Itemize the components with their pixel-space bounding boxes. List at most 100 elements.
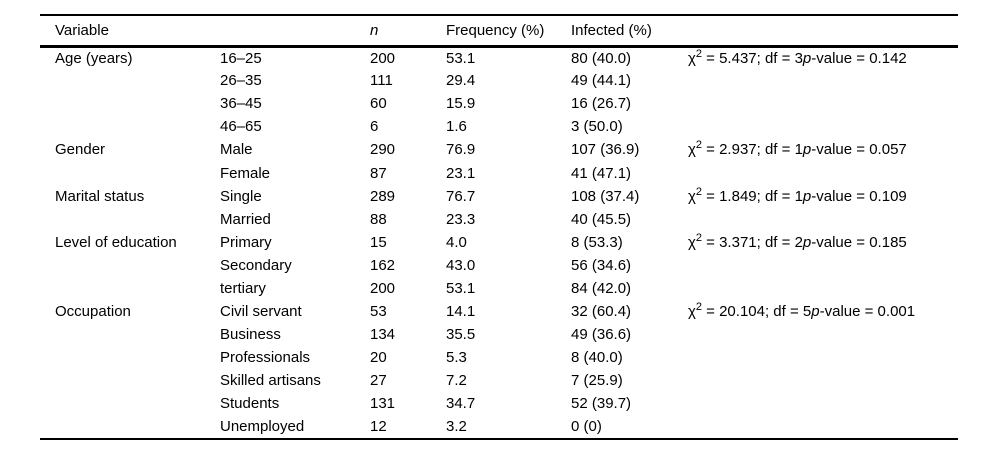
variable-cell: Occupation bbox=[55, 303, 131, 321]
header-row: Variable n Frequency (%) Infected (%) bbox=[40, 15, 958, 48]
infected-cell: 16 (26.7) bbox=[571, 95, 632, 113]
n-cell: 20 bbox=[370, 349, 387, 367]
table-row: Unemployed 12 3.2 0 (0) bbox=[40, 416, 958, 439]
statistic-cell: χ2 = 5.437; df = 3p-value = 0.142 bbox=[688, 47, 907, 67]
infected-cell: 80 (40.0) bbox=[571, 49, 632, 67]
header-category bbox=[220, 15, 370, 48]
n-cell: 27 bbox=[370, 372, 387, 390]
variable-cell bbox=[40, 161, 220, 184]
n-cell: 60 bbox=[370, 95, 387, 113]
category-cell: 46–65 bbox=[220, 118, 262, 136]
infected-cell: 108 (37.4) bbox=[571, 187, 640, 205]
variable-cell bbox=[40, 277, 220, 300]
category-cell: Married bbox=[220, 210, 271, 228]
statistic-cell bbox=[688, 392, 958, 415]
table-row: tertiary 200 53.1 84 (42.0) bbox=[40, 277, 958, 300]
table-row: Secondary 162 43.0 56 (34.6) bbox=[40, 254, 958, 277]
frequency-cell: 35.5 bbox=[446, 326, 476, 344]
table-row: 26–35 111 29.4 49 (44.1) bbox=[40, 69, 958, 92]
table-row: 46–65 6 1.6 3 (50.0) bbox=[40, 115, 958, 138]
statistic-cell: χ2 = 3.371; df = 2p-value = 0.185 bbox=[688, 231, 907, 251]
frequency-cell: 5.3 bbox=[446, 349, 467, 367]
frequency-cell: 23.3 bbox=[446, 210, 476, 228]
n-cell: 290 bbox=[370, 141, 396, 159]
table-row: Business 134 35.5 49 (36.6) bbox=[40, 323, 958, 346]
infected-cell: 49 (36.6) bbox=[571, 326, 632, 344]
statistic-cell bbox=[688, 416, 958, 439]
table-row: 36–45 60 15.9 16 (26.7) bbox=[40, 92, 958, 115]
statistic-cell bbox=[688, 346, 958, 369]
table-row: Marital status Single 289 76.7 108 (37.4) χ2 … bbox=[40, 185, 958, 208]
infected-cell: 0 (0) bbox=[571, 418, 602, 436]
frequency-cell: 4.0 bbox=[446, 233, 467, 251]
n-cell: 12 bbox=[370, 418, 387, 436]
variable-cell bbox=[40, 92, 220, 115]
infected-cell: 8 (53.3) bbox=[571, 233, 623, 251]
statistic-cell bbox=[688, 323, 958, 346]
category-cell: Professionals bbox=[220, 349, 311, 367]
category-cell: Male bbox=[220, 141, 253, 159]
statistic-cell bbox=[688, 277, 958, 300]
statistic-cell: χ2 = 20.104; df = 5p-value = 0.001 bbox=[688, 301, 916, 321]
variable-cell bbox=[40, 115, 220, 138]
statistic-cell bbox=[688, 69, 958, 92]
header-statistic bbox=[688, 15, 958, 48]
infected-cell: 32 (60.4) bbox=[571, 303, 632, 321]
n-cell: 87 bbox=[370, 164, 387, 182]
variable-cell bbox=[40, 69, 220, 92]
n-cell: 15 bbox=[370, 233, 387, 251]
table-row: Students 131 34.7 52 (39.7) bbox=[40, 392, 958, 415]
variable-cell bbox=[40, 416, 220, 439]
header-infected: Infected (%) bbox=[571, 15, 688, 48]
infected-cell: 84 (42.0) bbox=[571, 279, 632, 297]
n-cell: 134 bbox=[370, 326, 396, 344]
category-cell: tertiary bbox=[220, 279, 266, 297]
page: Variable n Frequency (%) Infected (%) Ag… bbox=[0, 14, 1000, 440]
table-row: Age (years) 16–25 200 53.1 80 (40.0) χ2 = 5.4… bbox=[40, 46, 958, 69]
frequency-cell: 3.2 bbox=[446, 418, 467, 436]
variable-cell: Marital status bbox=[55, 187, 145, 205]
variable-cell bbox=[40, 323, 220, 346]
table-row: Occupation Civil servant 53 14.1 32 (60.4) χ2… bbox=[40, 300, 958, 323]
frequency-cell: 34.7 bbox=[446, 395, 476, 413]
frequency-table: Variable n Frequency (%) Infected (%) Ag… bbox=[40, 14, 958, 440]
frequency-cell: 43.0 bbox=[446, 256, 476, 274]
variable-cell bbox=[40, 254, 220, 277]
infected-cell: 56 (34.6) bbox=[571, 256, 632, 274]
frequency-cell: 23.1 bbox=[446, 164, 476, 182]
header-variable: Variable bbox=[40, 15, 220, 48]
frequency-cell: 14.1 bbox=[446, 303, 476, 321]
table-body: Age (years) 16–25 200 53.1 80 (40.0) χ2 = 5.4… bbox=[40, 46, 958, 439]
statistic-cell bbox=[688, 161, 958, 184]
n-cell: 131 bbox=[370, 395, 396, 413]
frequency-cell: 29.4 bbox=[446, 72, 476, 90]
frequency-cell: 1.6 bbox=[446, 118, 467, 136]
category-cell: 16–25 bbox=[220, 49, 262, 67]
frequency-cell: 76.7 bbox=[446, 187, 476, 205]
statistic-cell bbox=[688, 208, 958, 231]
variable-cell: Level of education bbox=[55, 233, 177, 251]
frequency-cell: 15.9 bbox=[446, 95, 476, 113]
frequency-cell: 53.1 bbox=[446, 279, 476, 297]
category-cell: Secondary bbox=[220, 256, 292, 274]
n-cell: 162 bbox=[370, 256, 396, 274]
statistic-cell bbox=[688, 115, 958, 138]
category-cell: 36–45 bbox=[220, 95, 262, 113]
statistic-cell bbox=[688, 254, 958, 277]
category-cell: Students bbox=[220, 395, 280, 413]
infected-cell: 3 (50.0) bbox=[571, 118, 623, 136]
variable-cell: Age (years) bbox=[55, 49, 133, 67]
infected-cell: 41 (47.1) bbox=[571, 164, 632, 182]
n-cell: 200 bbox=[370, 279, 396, 297]
category-cell: Civil servant bbox=[220, 303, 302, 321]
n-cell: 111 bbox=[370, 72, 393, 90]
statistic-cell bbox=[688, 369, 958, 392]
n-cell: 53 bbox=[370, 303, 387, 321]
variable-cell: Gender bbox=[55, 141, 106, 159]
frequency-cell: 76.9 bbox=[446, 141, 476, 159]
variable-cell bbox=[40, 392, 220, 415]
variable-cell bbox=[40, 369, 220, 392]
infected-cell: 7 (25.9) bbox=[571, 372, 623, 390]
category-cell: Unemployed bbox=[220, 418, 305, 436]
table-row: Skilled artisans 27 7.2 7 (25.9) bbox=[40, 369, 958, 392]
